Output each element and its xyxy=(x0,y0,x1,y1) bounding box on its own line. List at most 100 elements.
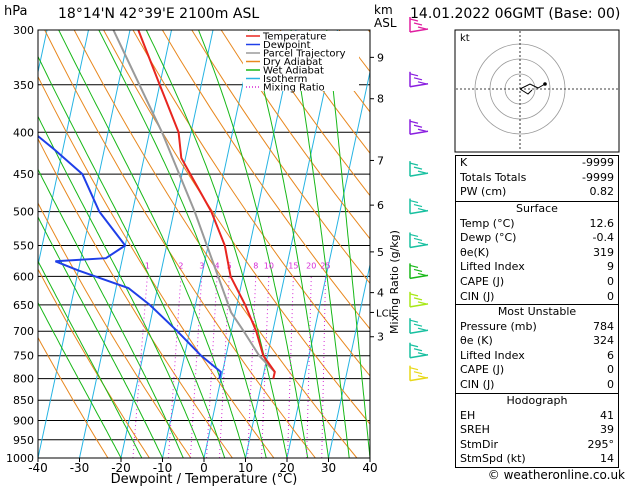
temperature-tick-label: 0 xyxy=(200,461,208,475)
hodo-row: StmSpd (kt) 14 xyxy=(456,452,618,467)
dry-adiabat-line xyxy=(220,30,370,240)
temperature-line xyxy=(137,30,276,379)
isotherm-line xyxy=(120,30,214,458)
temperature-tick-label: 40 xyxy=(362,461,377,475)
barb-feather xyxy=(413,371,423,375)
barb-feather xyxy=(413,166,423,170)
hodo-value: 14 xyxy=(600,452,614,466)
index-row: K -9999 xyxy=(456,156,618,171)
barb-feather xyxy=(417,241,427,246)
barb-feather xyxy=(413,323,423,327)
mixing-ratio-tick-label: 20 xyxy=(306,262,316,271)
mixing-ratio-tick-label: 15 xyxy=(288,262,298,271)
surface-value: -0.4 xyxy=(592,231,614,245)
surface-label: CIN (J) xyxy=(460,289,495,303)
temperature-tick-label: -40 xyxy=(28,461,48,475)
surface-row: Dewp (°C) -0.4 xyxy=(456,231,618,246)
surface-row: Temp (°C) 12.6 xyxy=(456,217,618,232)
index-row: PW (cm) 0.82 xyxy=(456,185,618,200)
dry-adiabat-line xyxy=(38,336,109,458)
km-tick-label: 7 xyxy=(377,154,384,167)
hodo-label: StmDir xyxy=(460,437,499,451)
barb-feather xyxy=(417,301,427,305)
barb-shaft xyxy=(409,28,429,33)
mu-row: Pressure (mb) 784 xyxy=(456,320,618,335)
wind-barb xyxy=(409,365,429,382)
lcl-label: LCL xyxy=(376,308,395,319)
dry-adiabat-line xyxy=(38,268,150,458)
x-axis-title: Dewpoint / Temperature (°C) xyxy=(111,472,298,486)
mu-label: CAPE (J) xyxy=(460,363,505,377)
pressure-tick-label: 300 xyxy=(13,24,34,37)
temperature-tick-label: -20 xyxy=(111,461,131,475)
legend-entry: Parcel Trajectory xyxy=(263,49,346,60)
temperature-tick-label: 30 xyxy=(321,461,336,475)
mixing-ratio-tick-label: 25 xyxy=(320,262,330,271)
mu-label: θe (K) xyxy=(460,334,493,348)
wind-barb xyxy=(409,71,429,88)
barb-shaft xyxy=(409,243,429,249)
hodo-value: 295° xyxy=(587,437,615,451)
indices-panel: K -9999 Totals Totals -9999 PW (cm) 0.82 xyxy=(455,155,619,203)
barb-feather xyxy=(417,375,427,379)
wind-barbs xyxy=(409,17,429,382)
temperature-tick-label: 20 xyxy=(279,461,294,475)
barb-shaft xyxy=(409,353,429,359)
hodo-label: StmSpd (kt) xyxy=(460,452,526,466)
parcel-trajectory-line xyxy=(112,30,276,373)
km-tick-label: 8 xyxy=(377,93,384,106)
isotherm-line xyxy=(0,30,6,458)
dry-adiabat-line xyxy=(250,30,370,197)
pressure-tick-label: 450 xyxy=(13,168,34,181)
hodo-row: StmDir 295° xyxy=(456,438,618,453)
pressure-tick-label: 550 xyxy=(13,239,34,252)
dry-adiabat-line xyxy=(279,30,370,154)
height-km-axis: 9 8 7 6 5 4 3 LCL xyxy=(370,51,395,344)
surface-value: 12.6 xyxy=(589,216,615,230)
plot-frame xyxy=(37,29,371,459)
index-label: Totals Totals xyxy=(460,170,527,184)
temperature-tick-label: 10 xyxy=(238,461,253,475)
isotherm-line xyxy=(286,69,370,458)
wind-barb xyxy=(409,17,429,33)
mixing-ratio-line xyxy=(306,276,312,458)
barb-shaft xyxy=(409,83,429,88)
mu-value: 0 xyxy=(607,377,614,391)
legend-background xyxy=(243,31,359,91)
mu-row: CAPE (J) 0 xyxy=(456,363,618,378)
temperature-tick-label: -10 xyxy=(153,461,173,475)
surface-label: Temp (°C) xyxy=(460,216,515,230)
wind-barb xyxy=(409,263,429,280)
barb-feather xyxy=(409,264,419,268)
dry-adiabat-line xyxy=(191,30,370,285)
pressure-unit-label: hPa xyxy=(4,4,28,19)
isotherm-line xyxy=(38,30,89,268)
hodograph-table-title: Hodograph xyxy=(506,394,568,407)
mixing-ratio-tick-label: 3 xyxy=(199,262,204,271)
mu-value: 324 xyxy=(593,334,614,348)
legend-entry: Isotherm xyxy=(263,74,307,85)
pressure-axis-labels: 300 350 400 450 500 550 600 650 700 750 800 850 900 9… xyxy=(6,24,34,465)
pressure-tick-label: 350 xyxy=(13,79,34,92)
pressure-tick-label: 600 xyxy=(13,270,34,283)
legend-entry: Dry Adiabat xyxy=(263,57,322,68)
wind-barb xyxy=(409,161,429,177)
datetime-label: 14.01.2022 06GMT (Base: 00) xyxy=(410,6,621,22)
mixing-ratio-labels: 1 2 3 4 5 8 10 15 20 25 xyxy=(145,262,331,271)
pressure-tick-label: 900 xyxy=(13,415,34,428)
mixing-ratio-axis-title: Mixing Ratio (g/kg) xyxy=(388,230,401,334)
pressure-tick-label: 650 xyxy=(13,299,34,312)
barb-shaft xyxy=(409,209,429,215)
wet-adiabat-line xyxy=(326,30,370,458)
pressure-tick-label: 700 xyxy=(13,325,34,338)
wet-adiabat-line xyxy=(38,215,163,458)
surface-row: CAPE (J) 0 xyxy=(456,275,618,290)
barb-feather xyxy=(417,208,427,212)
isotherm-line xyxy=(245,30,338,458)
pressure-tick-label: 1000 xyxy=(6,452,34,465)
mu-value: 0 xyxy=(607,363,614,377)
barb-feather xyxy=(417,352,427,356)
surface-value: 0 xyxy=(607,289,614,303)
barb-feather xyxy=(409,200,419,204)
